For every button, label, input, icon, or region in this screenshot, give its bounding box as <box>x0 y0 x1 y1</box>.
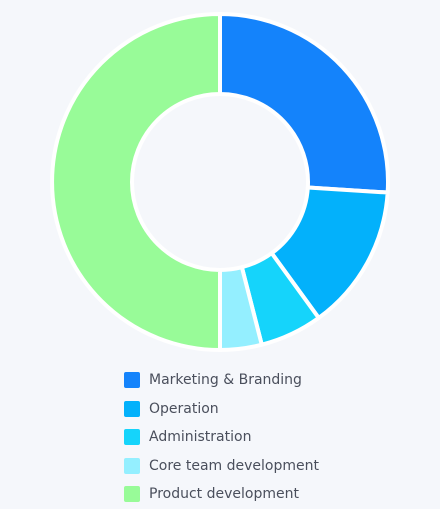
legend-swatch <box>124 486 140 503</box>
donut-slice-product-development[interactable] <box>50 12 222 352</box>
legend-label: Marketing & Branding <box>149 372 302 389</box>
chart-legend: Marketing & Branding Operation Administrat… <box>124 366 319 509</box>
donut-slice-marketing-and-branding[interactable] <box>218 12 390 195</box>
legend-label: Administration <box>149 429 252 446</box>
legend-item-core-team-development[interactable]: Core team development <box>124 452 319 481</box>
legend-swatch <box>124 457 140 474</box>
legend-swatch <box>124 429 140 446</box>
legend-item-operation[interactable]: Operation <box>124 395 319 424</box>
legend-swatch <box>124 372 140 389</box>
legend-label: Operation <box>149 400 219 417</box>
legend-label: Product development <box>149 486 299 503</box>
legend-item-administration[interactable]: Administration <box>124 423 319 452</box>
legend-label: Core team development <box>149 457 319 474</box>
donut-chart <box>50 12 390 352</box>
legend-item-product-development[interactable]: Product development <box>124 480 319 509</box>
legend-item-marketing-and-branding[interactable]: Marketing & Branding <box>124 366 319 395</box>
legend-swatch <box>124 400 140 417</box>
